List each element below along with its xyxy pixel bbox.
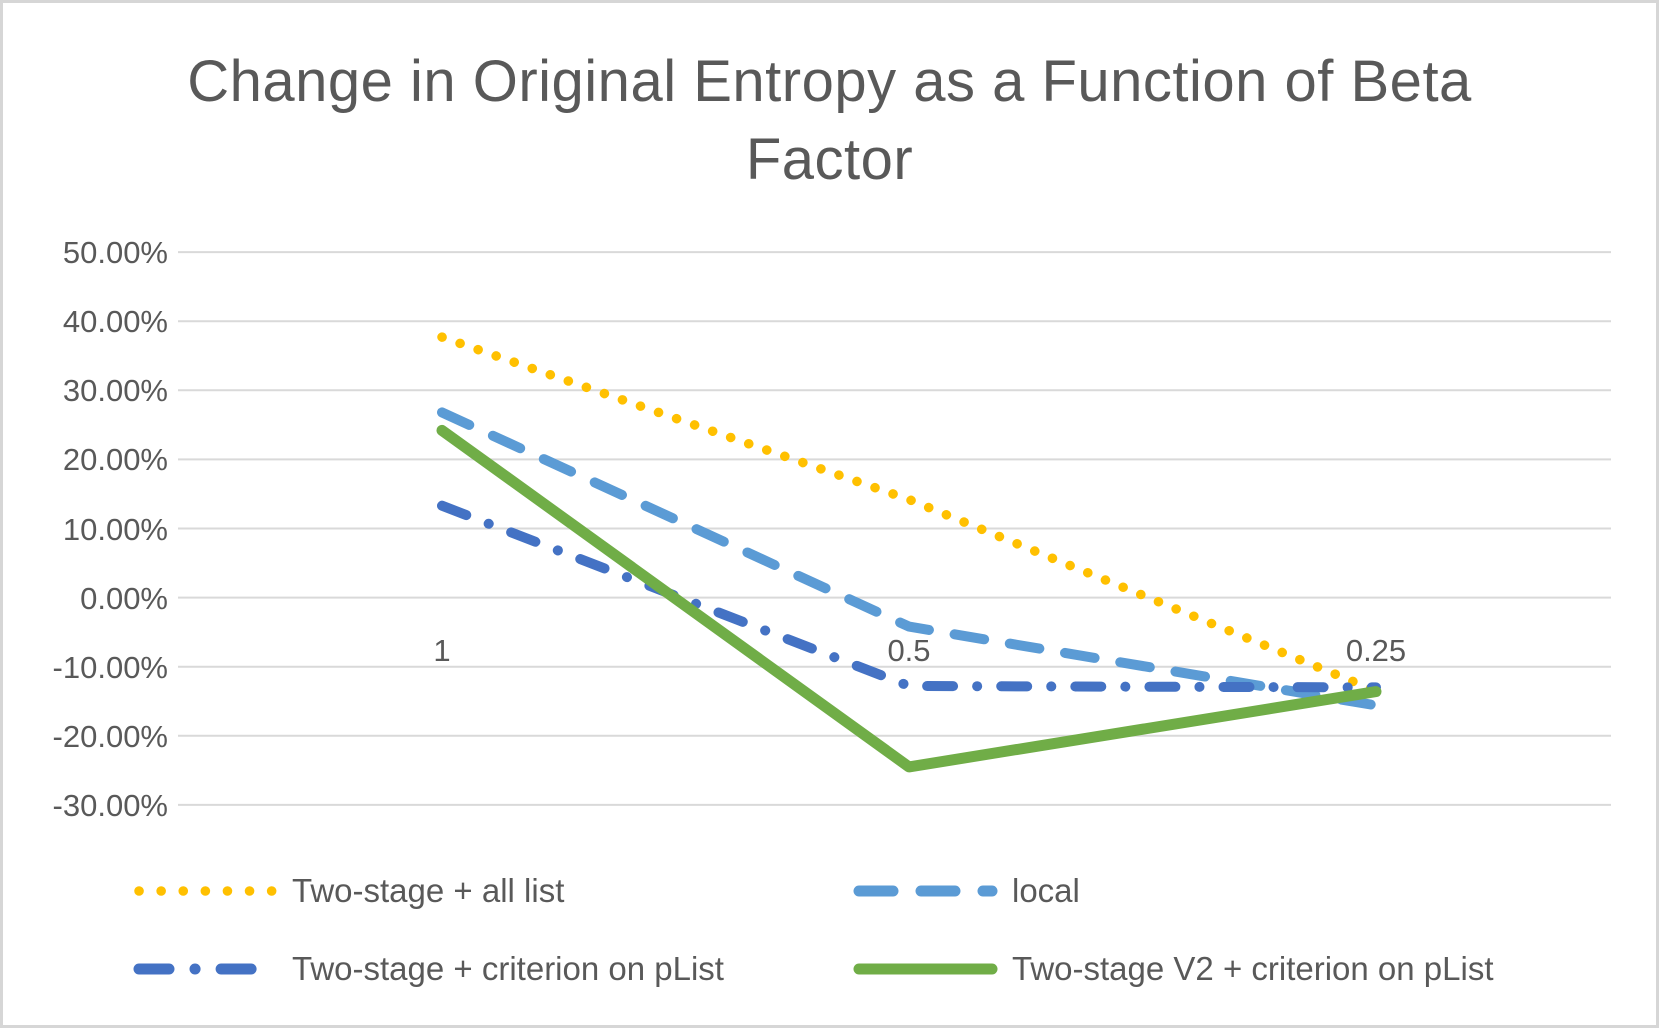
legend-swatch-dashed-icon bbox=[853, 885, 998, 897]
series-line-two-stage-criterion-on-plist bbox=[437, 500, 1381, 693]
legend-label: Two-stage + criterion on pList bbox=[292, 950, 724, 987]
legend-swatch-solid-icon bbox=[853, 963, 998, 975]
legend-label: local bbox=[1012, 872, 1080, 909]
x-axis-tick-label: 1 bbox=[433, 633, 451, 668]
y-axis-tick-label: 0.00% bbox=[80, 580, 168, 616]
legend-swatch-dash-dot-icon bbox=[133, 963, 278, 975]
series-line-two-stage-v2-criterion-on-plist bbox=[436, 424, 1382, 773]
series-line-local bbox=[437, 407, 1381, 711]
chart-title: Change in Original Entropy as a Function… bbox=[187, 49, 1472, 192]
legend-swatch-dotted-icon bbox=[134, 886, 277, 896]
plot-area bbox=[178, 251, 1611, 806]
series-line-two-stage-all-list bbox=[437, 332, 1381, 696]
y-axis-tick-label: 50.00% bbox=[62, 235, 168, 271]
y-axis-tick-label: 10.00% bbox=[62, 511, 168, 547]
legend-entry: Two-stage V2 + criterion on pList bbox=[853, 945, 1494, 993]
y-axis-tick-label: -30.00% bbox=[52, 787, 168, 823]
x-axis-tick-label: 0.5 bbox=[887, 633, 931, 668]
y-axis-tick-label: -20.00% bbox=[52, 718, 168, 754]
x-axis-tick-label: 0.25 bbox=[1345, 633, 1407, 668]
y-axis-tick-label: 30.00% bbox=[62, 373, 168, 409]
legend-entry: Two-stage + criterion on pList bbox=[133, 945, 724, 993]
y-axis-tick-label: 20.00% bbox=[62, 442, 168, 478]
legend-entry: local bbox=[853, 867, 1080, 915]
legend-entry: Two-stage + all list bbox=[133, 867, 564, 915]
legend-label: Two-stage V2 + criterion on pList bbox=[1012, 950, 1494, 987]
legend-label: Two-stage + all list bbox=[292, 872, 565, 909]
y-axis-tick-label: 40.00% bbox=[62, 304, 168, 340]
y-axis-tick-label: -10.00% bbox=[52, 649, 168, 685]
